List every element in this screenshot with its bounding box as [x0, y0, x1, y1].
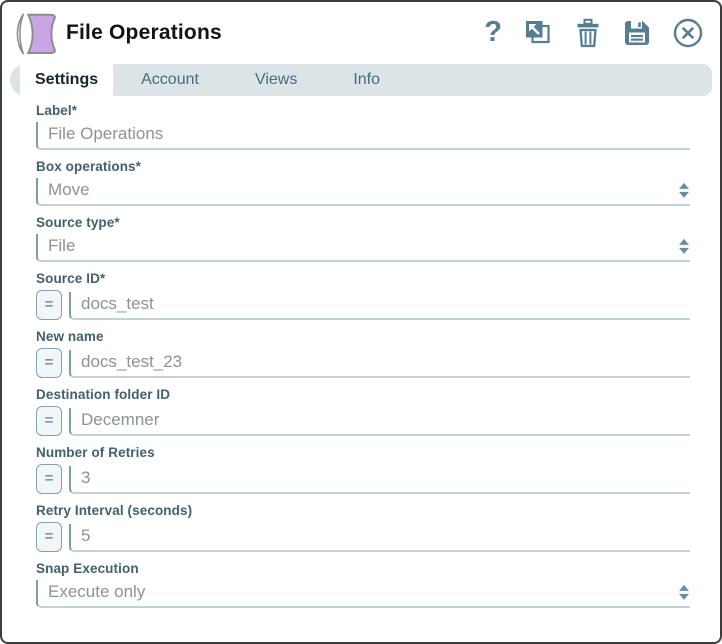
- expression-toggle-source-id[interactable]: =: [36, 290, 62, 320]
- field-row-source-type: Source type* File: [36, 215, 690, 262]
- field-label: Source type*: [36, 215, 120, 230]
- spinner-icon: [679, 238, 689, 254]
- field-label: Snap Execution: [36, 561, 139, 576]
- select-source-type[interactable]: File: [36, 234, 690, 262]
- tab-account[interactable]: Account: [141, 71, 199, 88]
- save-icon[interactable]: [623, 19, 651, 47]
- input-label[interactable]: [36, 122, 690, 150]
- spinner-icon: [679, 182, 689, 198]
- input-new-name[interactable]: [69, 350, 690, 378]
- input-source-id[interactable]: [69, 292, 690, 320]
- tab-views[interactable]: Views: [254, 71, 298, 88]
- field-row-new-name: New name =: [36, 329, 690, 378]
- settings-form: Label* Box operations* Move Source type*…: [2, 96, 720, 608]
- tab-settings[interactable]: Settings: [20, 64, 114, 96]
- field-row-number-of-retries: Number of Retries =: [36, 445, 690, 494]
- popout-icon[interactable]: [523, 18, 553, 48]
- field-row-source-id: Source ID* =: [36, 271, 690, 320]
- field-row-box-operations: Box operations* Move: [36, 159, 690, 206]
- select-snap-execution[interactable]: Execute only: [36, 580, 690, 608]
- input-destination-folder-id[interactable]: [69, 408, 690, 436]
- field-label: Label*: [36, 103, 78, 118]
- input-number-of-retries[interactable]: [69, 466, 690, 494]
- delete-icon[interactable]: [574, 18, 602, 48]
- expression-toggle-destination-folder-id[interactable]: =: [36, 406, 62, 436]
- header-actions: ?: [484, 17, 704, 49]
- input-retry-interval-seconds[interactable]: [69, 524, 690, 552]
- help-icon[interactable]: ?: [484, 15, 502, 48]
- spinner-icon: [679, 584, 689, 600]
- select-box-operations[interactable]: Move: [36, 178, 690, 206]
- field-label: Source ID*: [36, 271, 106, 286]
- field-label: Box operations*: [36, 159, 142, 174]
- field-row-retry-interval-seconds: Retry Interval (seconds) =: [36, 503, 690, 552]
- snap-shape-icon: [12, 9, 58, 60]
- field-row-snap-execution: Snap Execution Execute only: [36, 561, 690, 608]
- expression-toggle-number-of-retries[interactable]: =: [36, 464, 62, 494]
- close-icon[interactable]: [672, 17, 704, 49]
- expression-toggle-new-name[interactable]: =: [36, 348, 62, 378]
- field-label: Retry Interval (seconds): [36, 503, 193, 518]
- field-row-destination-folder-id: Destination folder ID =: [36, 387, 690, 436]
- field-row-label: Label*: [36, 103, 690, 150]
- dialog-header: File Operations ?: [2, 2, 720, 58]
- tab-info[interactable]: Info: [353, 71, 381, 88]
- field-label: Destination folder ID: [36, 387, 171, 402]
- tab-bar: Settings Account Views Info: [10, 64, 712, 96]
- field-label: Number of Retries: [36, 445, 155, 460]
- dialog-title: File Operations: [66, 21, 222, 44]
- field-label: New name: [36, 329, 104, 344]
- expression-toggle-retry-interval-seconds[interactable]: =: [36, 522, 62, 552]
